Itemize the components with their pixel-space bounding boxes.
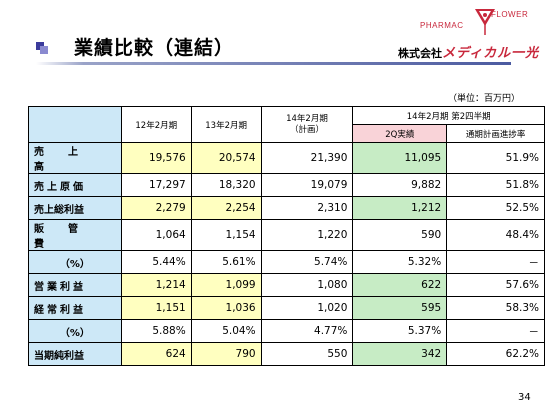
row-label-cogs: 売上原価 [28, 173, 122, 197]
table-cell: 5.32% [352, 250, 448, 274]
company-prefix: 株式会社 [398, 47, 442, 60]
table-cell: 2,254 [190, 196, 262, 220]
table-cell: 5.61% [190, 250, 262, 274]
table-row: 営業利益 1,214 1,099 1,080 622 57.6% [28, 273, 545, 297]
table-cell: 5.04% [190, 319, 262, 343]
table-cell: 1,212 [352, 196, 448, 220]
table-cell: 342 [352, 342, 448, 366]
logo-flower-text: FLOWER [491, 10, 529, 19]
group-header-q2: 14年2月期 第2四半期 [352, 106, 545, 125]
row-label-operating-income: 営業利益 [28, 273, 122, 297]
table-cell: 1,151 [120, 296, 192, 320]
table-cell: 57.6% [446, 273, 545, 297]
table-cell: 2,310 [260, 196, 354, 220]
col-header-fy13: 13年2月期 [190, 106, 262, 143]
table-cell: － [446, 250, 545, 274]
table-row: 売上総利益 2,279 2,254 2,310 1,212 52.5% [28, 196, 545, 220]
table-cell: 624 [120, 342, 192, 366]
table-cell: 1,080 [260, 273, 354, 297]
table-cell: 590 [352, 219, 448, 251]
table-cell: － [446, 319, 545, 343]
table-cell: 62.2% [446, 342, 545, 366]
table-cell: 58.3% [446, 296, 545, 320]
table-cell: 21,390 [260, 142, 354, 174]
company-logo: PHARMAC FLOWER 株式会社メディカル一光 [396, 8, 546, 61]
row-label-ordinary-ratio: （%） [28, 319, 122, 343]
company-name: 株式会社メディカル一光 [398, 42, 539, 61]
table-cell: 5.37% [352, 319, 448, 343]
table-cell: 48.4% [446, 219, 545, 251]
table-cell: 595 [352, 296, 448, 320]
table-row: 売上原価 17,297 18,320 19,079 9,882 51.8% [28, 173, 545, 197]
table-cell: 5.74% [260, 250, 354, 274]
page-number: 34 [518, 392, 531, 403]
table-cell: 19,079 [260, 173, 354, 197]
table-cell: 1,154 [190, 219, 262, 251]
company-brand: メディカル一光 [442, 46, 540, 61]
table-cell: 51.8% [446, 173, 545, 197]
page-title: 業績比較（連結） [74, 37, 235, 59]
row-label-sales: 売 上 高 [28, 142, 122, 174]
table-row: 経常利益 1,151 1,036 1,020 595 58.3% [28, 296, 545, 320]
table-cell: 20,574 [190, 142, 262, 174]
col-header-plan-note: （計画） [289, 124, 324, 135]
table-cell: 5.88% [120, 319, 192, 343]
table-cell: 1,020 [260, 296, 354, 320]
row-label-sga: 販 管 費 [28, 219, 122, 251]
table-cell: 17,297 [120, 173, 192, 197]
table-cell: 4.77% [260, 319, 354, 343]
sub-header-progress: 通期計画進捗率 [446, 124, 545, 143]
col-header-fy14-plan: 14年2月期 （計画） [260, 106, 354, 143]
table-row: （%） 5.44% 5.61% 5.74% 5.32% － [28, 250, 545, 274]
logo-pharmac-text: PHARMAC [420, 21, 464, 30]
title-bullet-icon [36, 42, 48, 54]
row-label-net-income: 当期純利益 [28, 342, 122, 366]
table-cell: 11,095 [352, 142, 448, 174]
table-row: 販 管 費 1,064 1,154 1,220 590 48.4% [28, 219, 545, 251]
table-row: 売 上 高 19,576 20,574 21,390 11,095 51.9% [28, 142, 545, 174]
row-label-sga-ratio: （%） [28, 250, 122, 274]
title-underline [36, 62, 511, 65]
table-row: （%） 5.88% 5.04% 4.77% 5.37% － [28, 319, 545, 343]
row-label-ordinary-income: 経常利益 [28, 296, 122, 320]
table-cell: 622 [352, 273, 448, 297]
unit-note: （単位：百万円） [448, 94, 521, 104]
table-cell: 550 [260, 342, 354, 366]
col-header-fy14: 14年2月期 [286, 113, 328, 124]
col-header-fy12: 12年2月期 [120, 106, 192, 143]
table-corner [28, 106, 122, 143]
table-cell: 2,279 [120, 196, 192, 220]
flower-logo-icon [475, 9, 495, 35]
row-label-gross-profit: 売上総利益 [28, 196, 122, 220]
table-cell: 52.5% [446, 196, 545, 220]
table-cell: 19,576 [120, 142, 192, 174]
table-cell: 1,036 [190, 296, 262, 320]
table-cell: 5.44% [120, 250, 192, 274]
financial-table: 12年2月期 13年2月期 14年2月期 （計画） 14年2月期 第2四半期 2… [28, 106, 545, 366]
table-cell: 1,099 [190, 273, 262, 297]
table-cell: 1,220 [260, 219, 354, 251]
sub-header-q2-actual: 2Q実績 [352, 124, 448, 143]
table-cell: 1,064 [120, 219, 192, 251]
table-cell: 51.9% [446, 142, 545, 174]
table-cell: 9,882 [352, 173, 448, 197]
table-cell: 18,320 [190, 173, 262, 197]
table-row: 当期純利益 624 790 550 342 62.2% [28, 342, 545, 366]
table-cell: 1,214 [120, 273, 192, 297]
table-cell: 790 [190, 342, 262, 366]
